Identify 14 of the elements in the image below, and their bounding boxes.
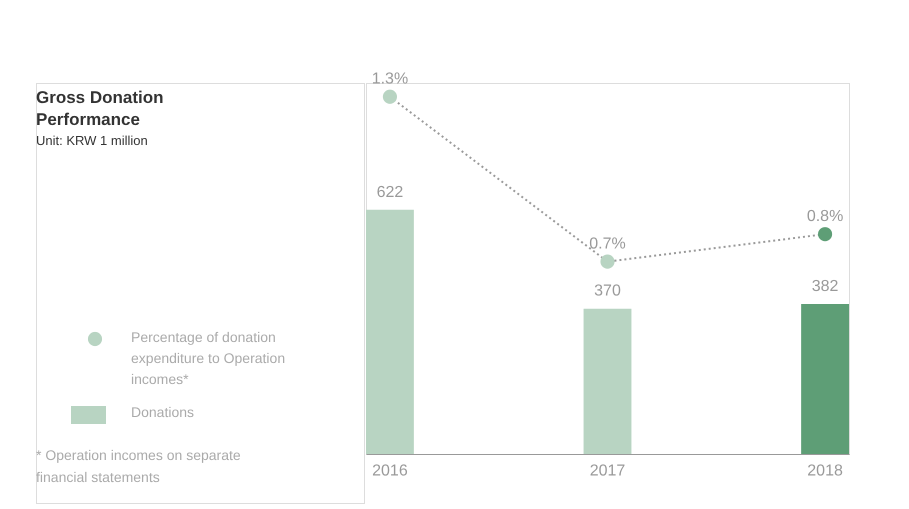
legend-label: Percentage of donation expenditure to Operation incomes* [131, 329, 286, 387]
x-tick-label: 2018 [807, 462, 843, 480]
data-label: 382 [812, 278, 839, 296]
x-tick-label: 2017 [590, 462, 626, 480]
data-label: 0.8% [806, 208, 844, 226]
data-label: 370 [594, 282, 621, 300]
x-tick-label: 2016 [372, 462, 408, 480]
legend-label: Donations [131, 404, 194, 420]
data-label: 0.7% [589, 236, 626, 253]
text: * Operation incomes on separate financial statements [36, 447, 241, 485]
data-label: 1.3% [372, 70, 408, 88]
data-label: 622 [376, 184, 404, 201]
text: Unit: KRW 1 million [36, 133, 148, 148]
text: Gross Donation Performance [36, 88, 164, 129]
